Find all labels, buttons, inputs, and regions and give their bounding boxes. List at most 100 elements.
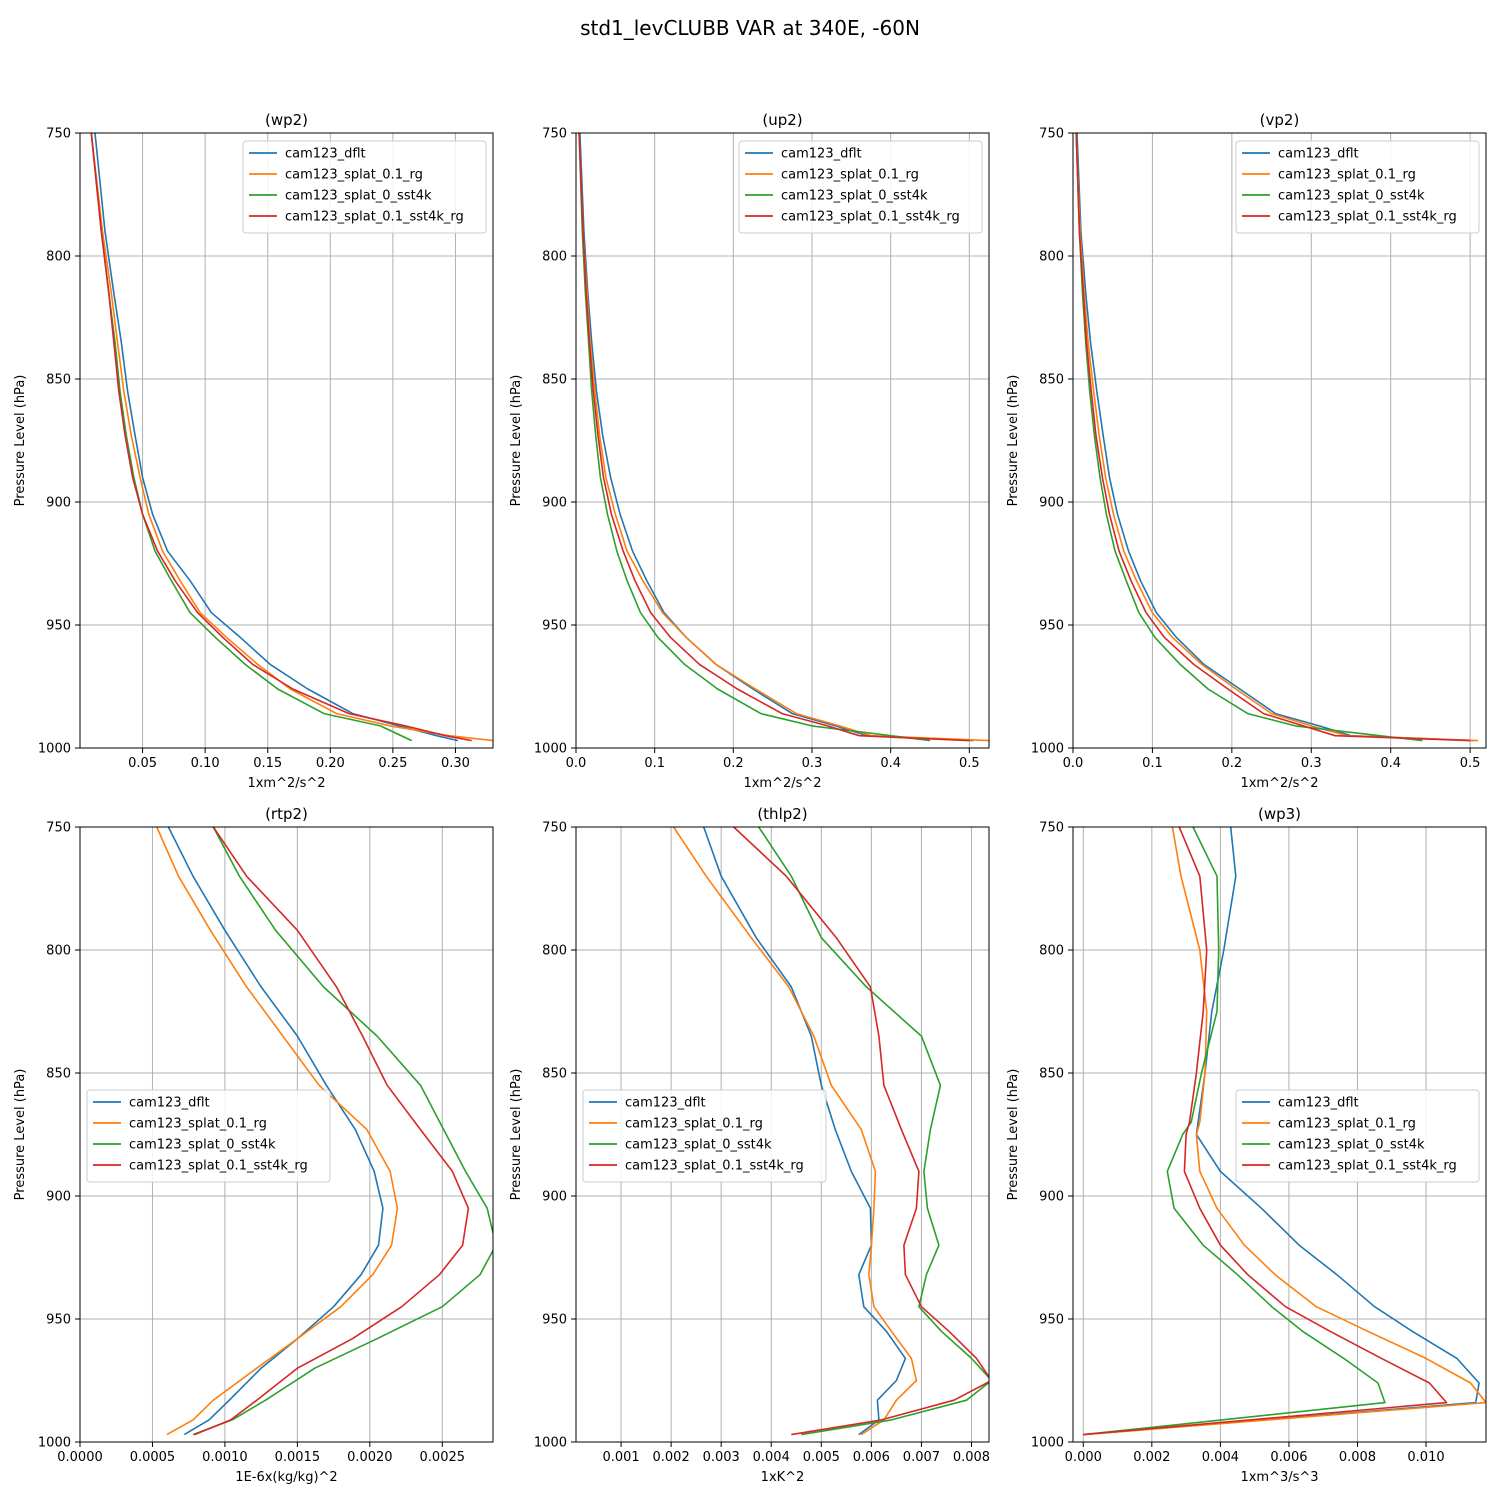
legend-box: [738, 140, 983, 234]
legend: cam123_dflt cam123_splat_0.1_rg cam123_spl…: [242, 140, 487, 234]
y-tick-label: 850: [46, 1067, 71, 1082]
subplot-wp3: 0.000 0.002 0.004 0.006 0.008 0.010 750 800 850 9…: [1006, 805, 1487, 1485]
legend: cam123_dflt cam123_splat_0.1_rg cam123_spl…: [582, 1089, 827, 1183]
y-tick-label: 850: [1039, 1067, 1064, 1082]
series-line-cam123_splat_0_sst4k: [1083, 827, 1386, 1436]
x-tick-label: 0.2: [723, 756, 744, 771]
x-tick-label: 0.0000: [57, 1450, 103, 1465]
legend-entry: cam123_splat_0.1_rg: [1278, 168, 1416, 183]
legend-entry: cam123_splat_0.1_rg: [625, 1117, 763, 1132]
series-group: [156, 827, 493, 1436]
legend-entry: cam123_splat_0_sst4k: [129, 1138, 276, 1153]
y-axis-label: Pressure Level (hPa): [509, 1069, 524, 1201]
x-tick-label: 0.004: [753, 1450, 790, 1465]
legend-box: [242, 140, 487, 234]
series-group: [90, 133, 493, 742]
x-tick-label: 0.20: [316, 756, 345, 771]
legend-entry: cam123_splat_0.1_rg: [1278, 1117, 1416, 1132]
y-tick-label: 1000: [1031, 1436, 1064, 1451]
y-tick-label: 900: [46, 1190, 71, 1205]
subplot-wp2: 0.05 0.10 0.15 0.20 0.25 0.30 750 800 850 900 950 1…: [13, 111, 494, 791]
x-tick-label: 0.05: [128, 756, 157, 771]
y-tick-label: 1000: [534, 742, 567, 757]
y-tick-label: 800: [542, 944, 567, 959]
y-tick-label: 1000: [1031, 742, 1064, 757]
y-tick-label: 850: [542, 1067, 567, 1082]
subplot-vp2: 0.0 0.1 0.2 0.3 0.4 0.5 750 800 850 900 950 1000 (vp…: [1006, 111, 1487, 791]
figure-title: std1_levCLUBB VAR at 340E, -60N: [580, 16, 920, 40]
legend-entry: cam123_splat_0_sst4k: [781, 189, 928, 204]
legend-entry: cam123_splat_0.1_sst4k_rg: [1278, 1159, 1457, 1174]
legend-box: [86, 1089, 331, 1183]
legend-entry: cam123_splat_0.1_rg: [285, 168, 423, 183]
y-tick-label: 750: [542, 127, 567, 142]
x-tick-label: 0.002: [653, 1450, 690, 1465]
legend-box: [582, 1089, 827, 1183]
y-tick-label: 900: [1039, 496, 1064, 511]
y-tick-label: 950: [1039, 1313, 1064, 1328]
series-line-cam123_splat_0_sst4k: [758, 827, 989, 1436]
legend: cam123_dflt cam123_splat_0.1_rg cam123_spl…: [1235, 1089, 1480, 1183]
y-tick-label: 850: [46, 373, 71, 388]
legend-entry: cam123_dflt: [1278, 1096, 1359, 1111]
subplot-title: (up2): [762, 111, 802, 129]
x-tick-label: 0.006: [1270, 1450, 1307, 1465]
x-tick-label: 0.4: [1380, 756, 1401, 771]
x-tick-label: 0.0025: [420, 1450, 466, 1465]
series-line-cam123_splat_0.1_rg: [672, 827, 918, 1436]
y-tick-label: 950: [542, 1313, 567, 1328]
x-tick-label: 0.25: [378, 756, 407, 771]
x-tick-label: 0.5: [959, 756, 980, 771]
subplot-rtp2: 0.0000 0.0005 0.0010 0.0015 0.0020 0.0025 750 8…: [13, 805, 494, 1485]
x-tick-label: 0.006: [853, 1450, 890, 1465]
series-line-cam123_splat_0.1_sst4k_rg: [1075, 133, 1471, 742]
y-tick-label: 950: [542, 619, 567, 634]
y-tick-label: 800: [46, 250, 71, 265]
y-axis-label: Pressure Level (hPa): [1006, 375, 1021, 507]
y-tick-label: 950: [46, 619, 71, 634]
x-axis-label: 1xm^2/s^2: [247, 776, 325, 791]
x-axis-label: 1xm^2/s^2: [1240, 776, 1318, 791]
legend-entry: cam123_dflt: [625, 1096, 706, 1111]
legend-entry: cam123_splat_0_sst4k: [1278, 189, 1425, 204]
y-tick-label: 850: [1039, 373, 1064, 388]
legend-entry: cam123_splat_0.1_sst4k_rg: [285, 210, 464, 225]
series-line-cam123_splat_0.1_sst4k_rg: [1083, 827, 1448, 1436]
subplot-title: (rtp2): [265, 805, 308, 823]
legend-entry: cam123_splat_0.1_sst4k_rg: [781, 210, 960, 225]
series-line-cam123_dflt: [702, 827, 907, 1436]
x-tick-label: 0.4: [880, 756, 901, 771]
y-tick-label: 900: [542, 1190, 567, 1205]
y-axis-label: Pressure Level (hPa): [509, 375, 524, 507]
legend-entry: cam123_splat_0_sst4k: [1278, 1138, 1425, 1153]
y-tick-label: 950: [1039, 619, 1064, 634]
y-tick-label: 850: [542, 373, 567, 388]
legend-entry: cam123_splat_0.1_rg: [129, 1117, 267, 1132]
axes-frame: [79, 132, 494, 749]
y-tick-label: 750: [46, 127, 71, 142]
y-tick-label: 1000: [38, 1436, 71, 1451]
x-tick-label: 0.3: [1301, 756, 1322, 771]
legend-entry: cam123_splat_0.1_sst4k_rg: [625, 1159, 804, 1174]
subplot-thlp2: 0.001 0.002 0.003 0.004 0.005 0.006 0.007 0.008…: [509, 805, 990, 1485]
legend-entry: cam123_splat_0_sst4k: [285, 189, 432, 204]
legend: cam123_dflt cam123_splat_0.1_rg cam123_spl…: [86, 1089, 331, 1183]
x-tick-label: 0.005: [803, 1450, 840, 1465]
x-tick-label: 0.001: [602, 1450, 639, 1465]
series-group: [578, 133, 989, 742]
y-axis-label: Pressure Level (hPa): [13, 375, 28, 507]
y-tick-label: 1000: [534, 1436, 567, 1451]
x-tick-label: 0.0: [566, 756, 587, 771]
series-group: [672, 827, 989, 1436]
x-tick-label: 0.003: [703, 1450, 740, 1465]
x-axis-label: 1xK^2: [761, 1470, 805, 1485]
y-tick-label: 800: [1039, 250, 1064, 265]
axes-frame: [575, 826, 990, 1443]
x-axis-label: 1xm^2/s^2: [743, 776, 821, 791]
legend-entry: cam123_splat_0.1_rg: [781, 168, 919, 183]
y-tick-label: 950: [46, 1313, 71, 1328]
x-tick-label: 0.30: [441, 756, 470, 771]
x-tick-label: 0.1: [644, 756, 665, 771]
x-tick-label: 0.008: [953, 1450, 990, 1465]
